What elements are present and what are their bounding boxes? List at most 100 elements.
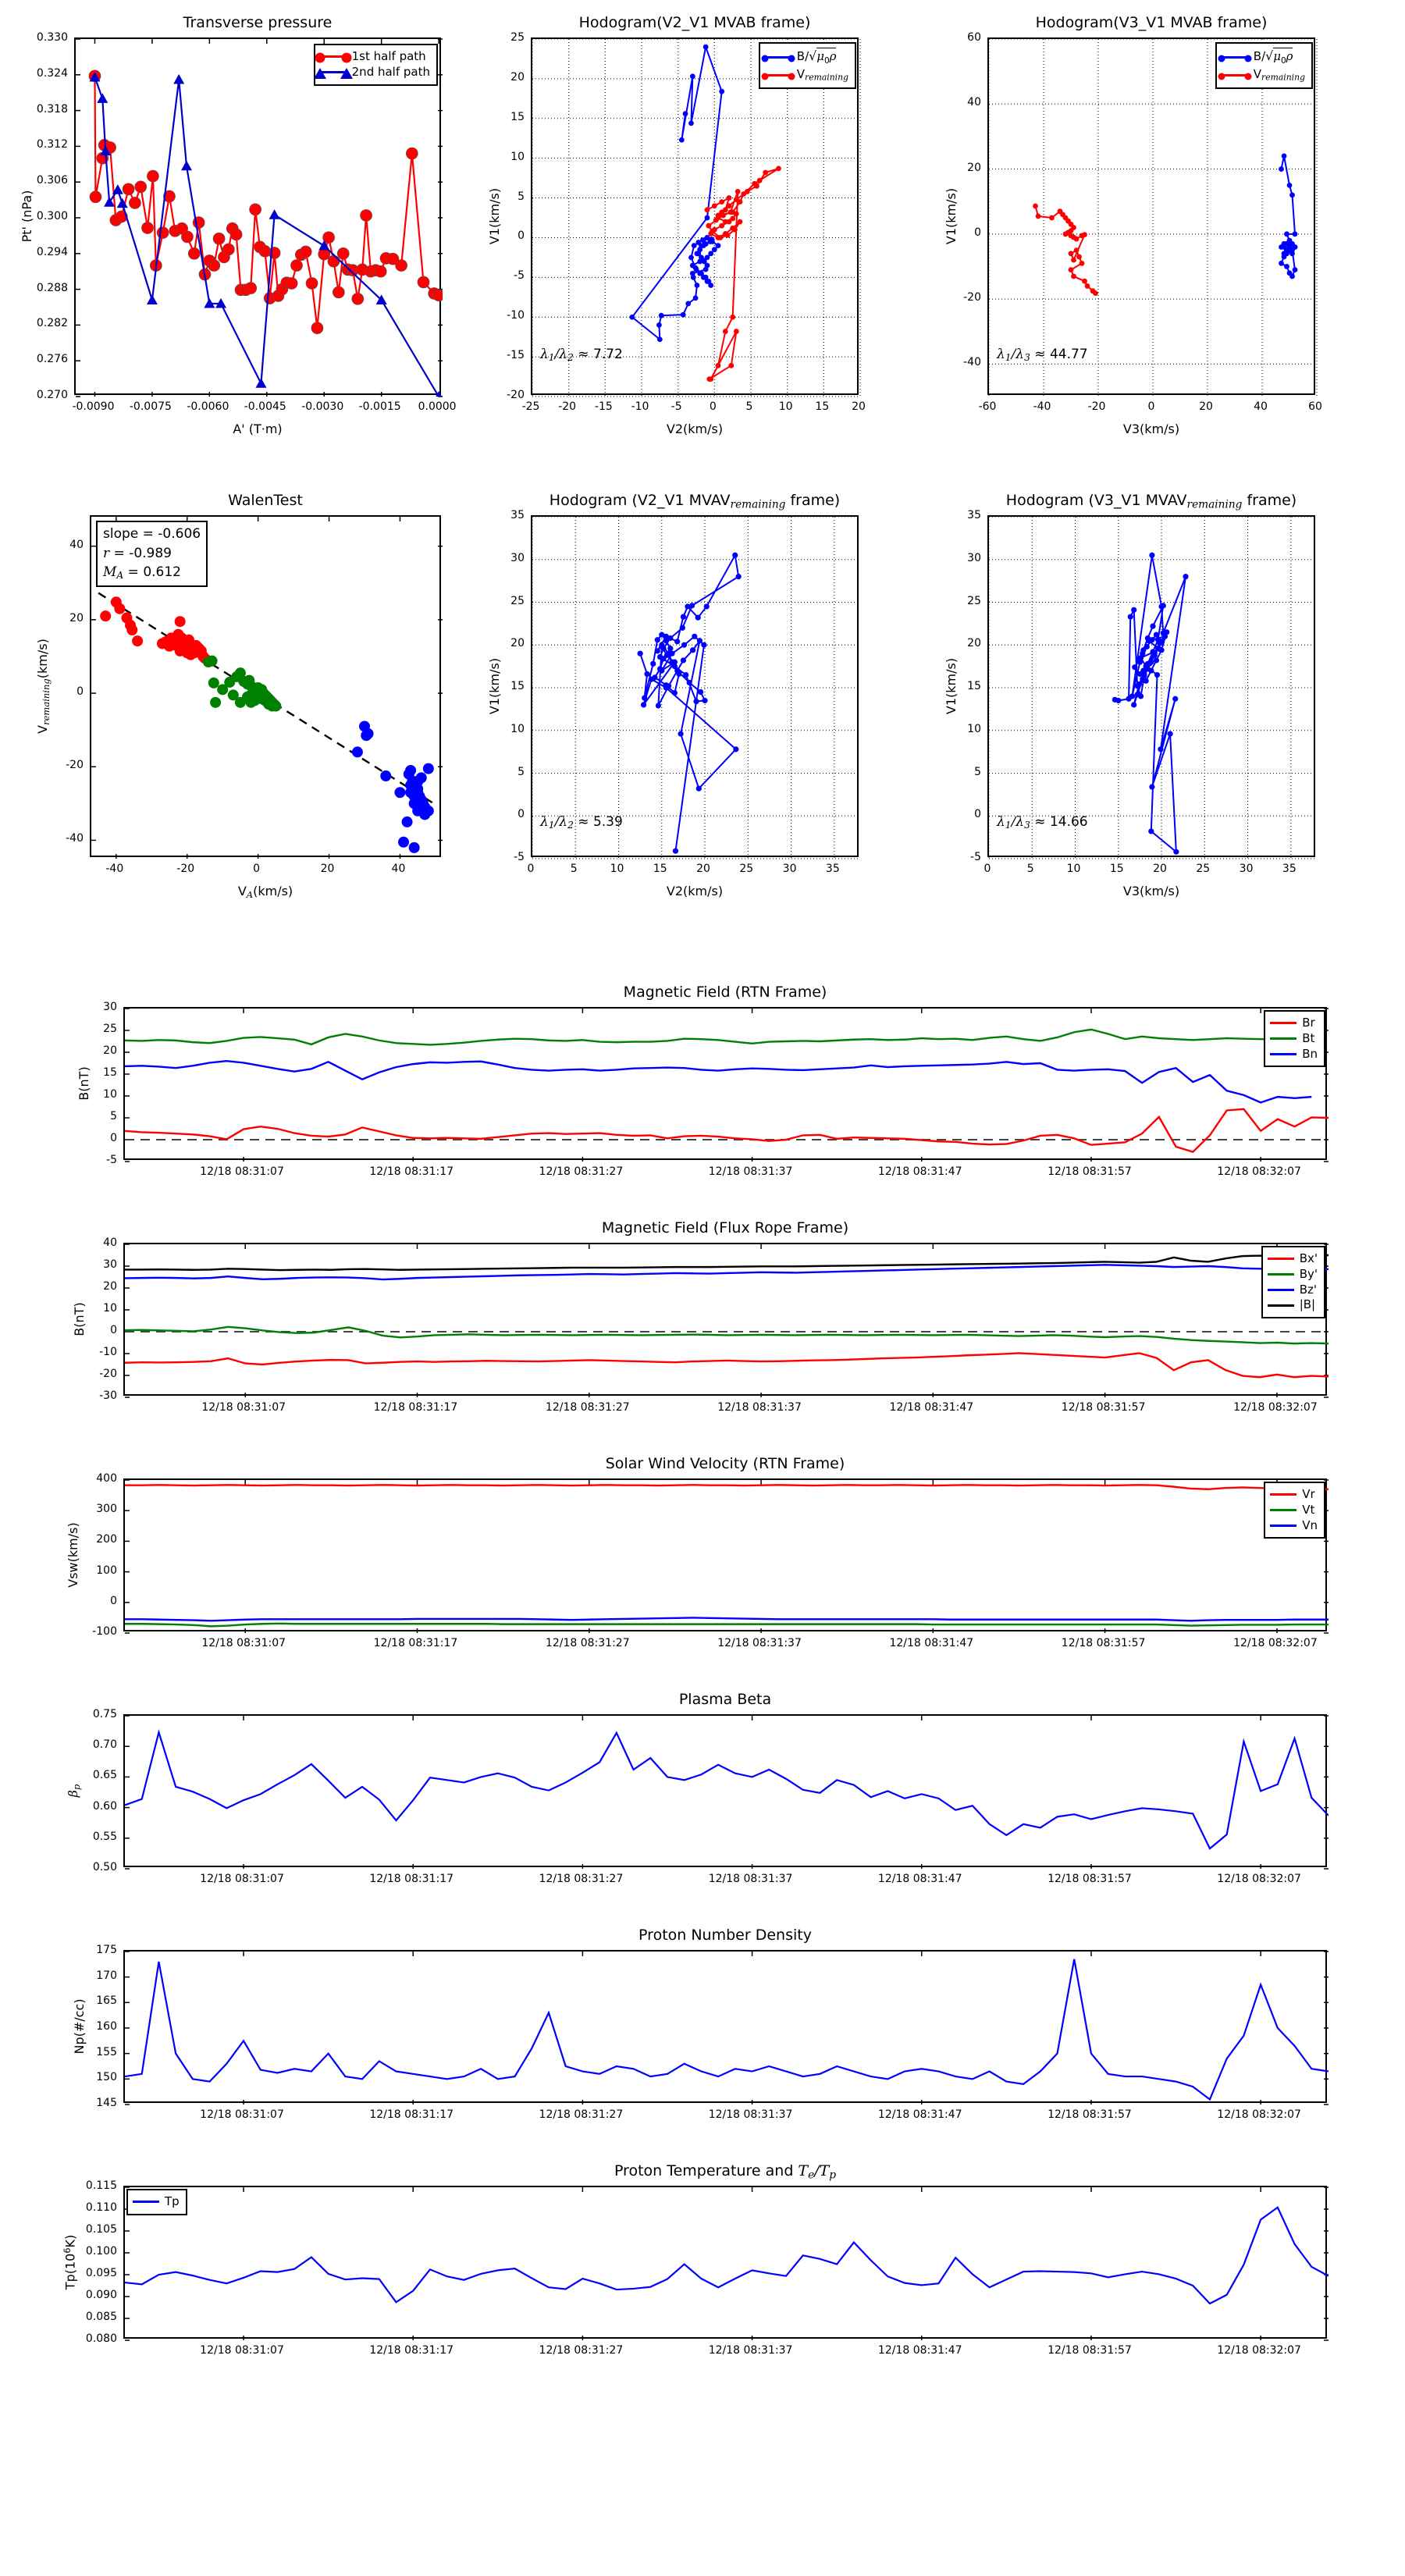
legend-marker [1244,73,1252,80]
data-line [639,553,740,852]
hodogram-v3v1-mvav-eigen-annotation: λ1/λ3 ≈ 14.66 [997,814,1088,831]
proton-temperature-xtick: 12/18 08:31:07 [200,2344,284,2357]
data-line [125,1729,1329,1850]
magnetic-field-rtn-xtick: 12/18 08:31:47 [877,1165,962,1178]
data-point [719,88,725,94]
data-point [1148,828,1154,834]
legend-item: Br [1270,1016,1318,1031]
data-line [125,1264,1329,1281]
proton-number-density-ytick: 145 [96,2097,117,2109]
hodogram-v2v1-mvav-xtick: 30 [782,863,797,875]
data-point [1154,671,1161,678]
magnetic-field-flux-rope-legend[interactable]: Bx' By' Bz' |B| [1261,1246,1325,1319]
proton-number-density-ytick: 175 [96,1944,117,1956]
transverse-pressure-legend[interactable]: 1st half path 2nd half path [313,44,438,86]
magnetic-field-rtn-xtick: 12/18 08:31:17 [369,1165,454,1178]
walen-test-title: WalenTest [228,492,303,509]
data-point [671,689,678,696]
data-point [360,209,372,222]
data-point [1167,731,1173,737]
data-point [689,262,695,269]
proton-number-density-xtick: 12/18 08:31:27 [539,2108,624,2121]
proton-temperature-ytick: 0.110 [85,2201,117,2214]
data-point [697,270,703,276]
proton-temperature-legend[interactable]: Tp [126,2189,187,2215]
hodogram-v2v1-mvav-ytick: 15 [510,680,525,692]
hodogram-v3v1-mvav-ytick: 20 [967,637,981,650]
data-point [727,209,734,215]
magnetic-field-rtn-ytick: 15 [103,1066,117,1079]
data-point [1284,231,1289,237]
hodogram-v2v1-mvab-legend[interactable]: B/√μ0ρ Vremaining [758,42,856,89]
hodogram-v2v1-mvab-xtick: -15 [594,400,613,413]
data-point [637,650,643,656]
data-point [422,763,434,774]
legend-swatch [315,52,352,63]
data-point [700,237,706,243]
magnetic-field-rtn-legend[interactable]: Br Bt Bn [1264,1010,1325,1068]
hodogram-v3v1-mvab-eigen-annotation: λ1/λ3 ≈ 44.77 [997,347,1088,364]
data-point [695,614,701,621]
data-point [1148,667,1154,674]
data-point [719,222,725,229]
data-point [1068,267,1074,273]
legend-label: Vr [1302,1487,1315,1501]
data-point [122,183,135,196]
data-point [1035,213,1041,219]
data-point [206,655,218,667]
data-point [208,259,221,272]
hodogram-v3v1-mvab-ytick: 20 [967,161,981,174]
hodogram-v2v1-mvab-xtick: 20 [852,400,866,413]
data-point [1158,746,1164,753]
data-point [408,841,420,853]
magnetic-field-rtn-ylabel: B(nT) [76,1066,91,1101]
hodogram-v3v1-mvab-xtick: 0 [1147,400,1155,413]
transverse-pressure-ytick: 0.324 [36,66,68,80]
proton-number-density-ytick: 160 [96,2020,117,2033]
hodogram-v3v1-mvab-panel: Hodogram(V3_V1 MVAB frame) -60 -40 -20 0 20 40… [944,14,1322,436]
data-point [1071,257,1076,263]
legend-label: Bx' [1299,1251,1318,1265]
magnetic-field-flux-rope-xtick: 12/18 08:31:47 [889,1401,974,1414]
data-point [126,624,138,636]
hodogram-v2v1-mvab-xtick: 10 [778,400,793,413]
legend-label: B/√μ0ρ [1253,48,1293,66]
magnetic-field-rtn-ytick: 10 [103,1088,117,1101]
magnetic-field-flux-rope-ytick: -30 [99,1389,117,1402]
data-point [1140,667,1147,674]
data-point [244,282,258,294]
hodogram-v3v1-mvav-xtick: 10 [1066,863,1081,875]
hodogram-v2v1-mvav-xlabel: V2(km/s) [666,884,724,898]
data-point [290,259,303,272]
proton-number-density-axes [123,1950,1329,2105]
legend-swatch [133,2201,159,2204]
data-point [204,297,215,308]
proton-number-density-ytick: 170 [96,1969,117,1982]
data-point [686,679,692,686]
magnetic-field-rtn-ytick: -5 [106,1154,117,1166]
legend-swatch [1267,1288,1294,1291]
plasma-beta-ytick: 0.60 [92,1799,117,1813]
plasma-beta-ytick: 0.70 [92,1738,117,1752]
hodogram-v2v1-mvab-ytick: -10 [507,309,525,322]
magnetic-field-flux-rope-ytick: 30 [103,1258,117,1271]
data-point [185,649,197,660]
hodogram-v3v1-mvab-xtick: 60 [1308,400,1322,413]
transverse-pressure-ytick: 0.276 [36,353,68,366]
magnetic-field-flux-rope-ytick: -10 [99,1346,117,1358]
solar-wind-velocity-rtn-legend[interactable]: Vr Vt Vn [1264,1482,1325,1539]
walen-test-xtick: 40 [391,863,406,875]
data-point [695,785,702,792]
transverse-pressure-ytick: 0.318 [36,102,68,116]
data-point [436,391,442,397]
hodogram-v2v1-mvav-ytick: 25 [510,594,525,607]
data-point [696,638,703,644]
data-point [1183,574,1189,580]
hodogram-v3v1-mvab-legend[interactable]: B/√μ0ρ Vremaining [1215,42,1313,89]
hodogram-v3v1-mvav-xtick: 20 [1153,863,1167,875]
hodogram-v2v1-mvav-xtick: 25 [739,863,754,875]
transverse-pressure-ytick: 0.306 [36,174,68,187]
hodogram-v3v1-mvab-title: Hodogram(V3_V1 MVAB frame) [1035,14,1268,31]
data-point [181,230,194,244]
